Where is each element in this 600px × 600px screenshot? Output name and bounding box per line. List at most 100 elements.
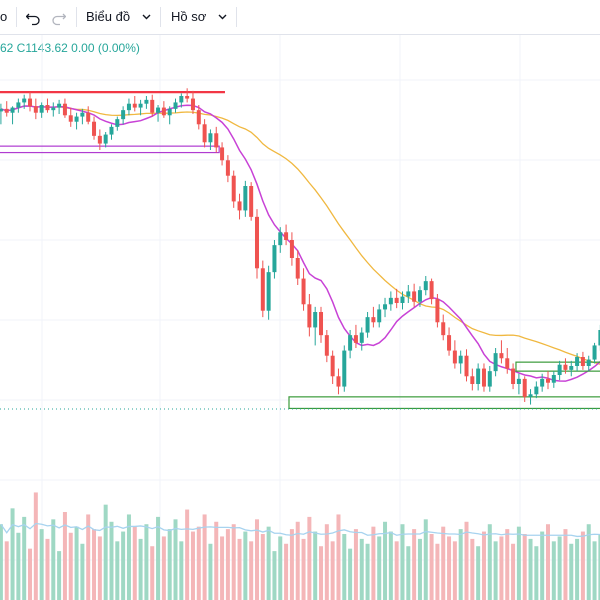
volume-bar — [202, 514, 207, 600]
volume-bar — [447, 536, 452, 600]
volume-bar — [487, 524, 492, 600]
candle-body — [132, 103, 137, 108]
volume-bar — [190, 531, 195, 600]
volume-bar — [499, 536, 504, 600]
volume-bar — [214, 521, 219, 600]
undo-icon[interactable] — [25, 0, 40, 34]
candle-body — [452, 350, 457, 364]
candle-body — [74, 116, 79, 122]
volume-bar — [493, 541, 498, 600]
redo-icon[interactable] — [52, 0, 67, 34]
volume-bar — [435, 543, 440, 600]
candle-body — [592, 345, 597, 360]
candle-body — [417, 290, 422, 302]
candle-body — [62, 103, 67, 116]
volume-bar — [278, 536, 283, 600]
volume-bar — [412, 529, 417, 600]
candle-body — [16, 102, 21, 108]
candle-body — [214, 133, 219, 148]
volume-bar — [208, 543, 213, 600]
volume-bar — [0, 524, 3, 600]
volume-bar — [481, 531, 486, 600]
candle-body — [97, 135, 102, 144]
volume-bar — [51, 519, 56, 600]
volume-bar — [57, 551, 62, 600]
candle-body — [45, 105, 50, 111]
volume-bar — [225, 529, 230, 600]
chevron-down-icon — [142, 0, 151, 34]
candle-body — [208, 133, 213, 143]
candle-body — [313, 312, 318, 328]
volume-bar — [586, 524, 591, 600]
candle-body — [190, 98, 195, 111]
candle-body — [516, 378, 521, 384]
volume-bar — [80, 543, 85, 600]
volume-bar — [173, 519, 178, 600]
candle-body — [156, 107, 161, 113]
candle-body — [342, 350, 347, 387]
volume-bar — [266, 526, 271, 600]
volume-bar — [45, 538, 50, 600]
volume-bar — [138, 538, 143, 600]
candle-body — [80, 112, 85, 117]
ohlc-legend: 62 C1143.62 0.00 (0.00%) — [0, 41, 140, 55]
candle-body — [324, 335, 329, 356]
candle-body — [557, 364, 562, 375]
chart-menu-button[interactable]: Biểu đồ — [86, 0, 151, 34]
candle-body — [458, 355, 463, 364]
volume-bar — [295, 521, 300, 600]
volume-bar — [534, 546, 539, 600]
volume-bar — [470, 538, 475, 600]
volume-bar — [429, 534, 434, 600]
candle-body — [435, 299, 440, 323]
candle-body — [92, 121, 97, 136]
volume-bar — [336, 514, 341, 600]
volume-bar — [400, 524, 405, 600]
candle-body — [470, 376, 475, 384]
volume-bar — [476, 546, 481, 600]
volume-bar — [388, 531, 393, 600]
candle-body — [330, 355, 335, 377]
candle-body — [377, 309, 382, 323]
toolbar-partial-label[interactable]: o — [0, 9, 8, 24]
volume-bar — [464, 521, 469, 600]
volume-bar — [179, 541, 184, 600]
profile-menu-button[interactable]: Hồ sơ — [171, 0, 227, 34]
candle-body — [476, 368, 481, 384]
candle-body — [28, 98, 33, 107]
volume-bar — [10, 508, 15, 600]
candle-body — [266, 272, 271, 311]
volume-ma-line — [0, 522, 600, 538]
volume-bar — [97, 536, 102, 600]
volume-bar — [167, 529, 172, 600]
volume-bar — [249, 541, 254, 600]
volume-bar — [243, 531, 248, 600]
volume-bar — [22, 516, 27, 600]
volume-bar — [196, 526, 201, 600]
volume-bar — [144, 524, 149, 600]
toolbar-separator — [236, 7, 237, 27]
candle-body — [388, 297, 393, 305]
volume-bar — [231, 524, 236, 600]
volume-bar — [452, 541, 457, 600]
candle-body — [237, 201, 242, 211]
candle-body — [86, 112, 91, 122]
volume-bar — [394, 541, 399, 600]
volume-bar — [33, 492, 38, 600]
candle-body — [586, 359, 591, 366]
volume-bar — [441, 526, 446, 600]
toolbar-separator — [76, 7, 77, 27]
candle-body — [138, 103, 143, 108]
toolbar-separator — [160, 7, 161, 27]
candle-body — [353, 335, 358, 343]
volume-bar — [313, 531, 318, 600]
candle-body — [348, 335, 353, 351]
volume-bar — [289, 529, 294, 600]
candle-body — [447, 335, 452, 351]
volume-bar — [161, 536, 166, 600]
candle-body — [289, 240, 294, 258]
volume-bar — [86, 514, 91, 600]
candle-body — [487, 371, 492, 387]
candle-body — [109, 126, 114, 135]
